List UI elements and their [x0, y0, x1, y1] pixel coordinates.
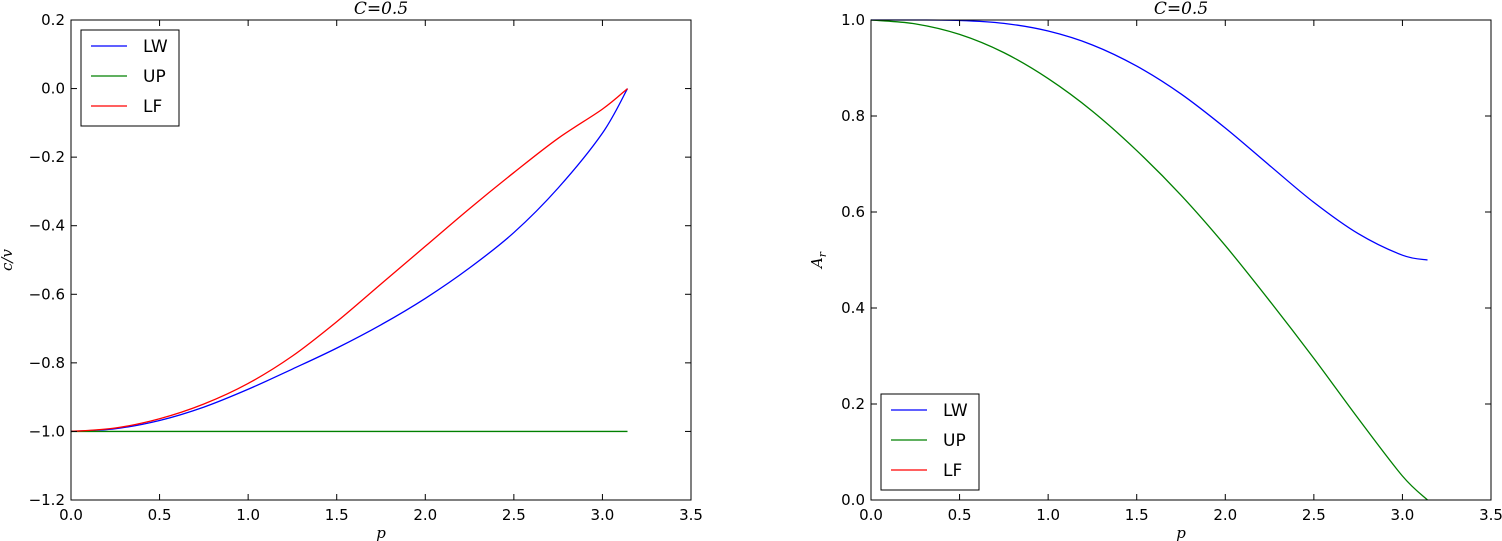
y-tick-label: 1.0 [841, 11, 865, 29]
legend-label-lw: LW [143, 37, 168, 57]
y-tick-label: −0.4 [29, 217, 65, 235]
y-tick-label: 0.6 [841, 203, 865, 221]
y-tick-label: 0.8 [841, 107, 865, 125]
y-tick-label: 0.2 [841, 395, 865, 413]
series-line-lw [870, 19, 1428, 261]
x-tick-label: 1.5 [325, 506, 349, 524]
x-tick-label: 3.5 [679, 506, 703, 524]
y-tick-label: −0.2 [29, 148, 65, 166]
y-tick-label: 0.0 [41, 80, 65, 98]
legend: LW UP LF [80, 29, 180, 127]
series-line-lf [70, 88, 628, 433]
x-tick-label: 2.0 [1213, 506, 1237, 524]
legend-label-lw: LW [943, 401, 968, 421]
y-tick-label: −1.0 [29, 422, 65, 440]
chart-title: C=0.5 [354, 0, 408, 19]
y-axis-label: c/v [0, 249, 16, 271]
x-tick-label: 3.0 [590, 506, 614, 524]
series-line-up [870, 19, 1428, 501]
y-tick-label: 0.2 [41, 11, 65, 29]
x-tick-label: 2.5 [502, 506, 526, 524]
chart-right: 0.0 0.5 1.0 1.5 2.0 2.5 3.0 3.5 0.0 0.2 0.4 0.6 0.8 1… [808, 0, 1502, 541]
y-tick-label: −1.2 [29, 491, 65, 509]
x-tick-label: 0.5 [148, 506, 172, 524]
x-tick-label: 1.0 [1036, 506, 1060, 524]
legend-label-lf: LF [143, 97, 162, 117]
y-tick-label: 0.0 [841, 491, 865, 509]
chart-title: C=0.5 [1154, 0, 1208, 19]
series-line-lw [70, 88, 629, 433]
legend-label-lf: LF [943, 461, 962, 481]
plot-frame [70, 19, 692, 501]
legend: LW UP LF [880, 393, 980, 491]
x-tick-label: 0.5 [948, 506, 972, 524]
plot-frame [870, 19, 1492, 501]
y-axis-label: Ar [808, 251, 829, 270]
x-tick-label: 0.0 [859, 506, 883, 524]
x-tick-label: 1.5 [1125, 506, 1149, 524]
y-tick-label: −0.6 [29, 285, 65, 303]
x-tick-label: 2.5 [1302, 506, 1326, 524]
x-tick-label: 3.0 [1390, 506, 1414, 524]
x-tick-label: 2.0 [413, 506, 437, 524]
x-tick-label: 1.0 [236, 506, 260, 524]
legend-label-up: UP [143, 67, 166, 87]
chart-left: 0.0 0.5 1.0 1.5 2.0 2.5 3.0 3.5 −1.2 −1.0 −0.8 −0.6… [0, 0, 703, 541]
legend-label-up: UP [943, 431, 966, 451]
x-tick-label: 0.0 [59, 506, 83, 524]
x-axis-label: p [376, 524, 386, 541]
y-tick-label: −0.8 [29, 354, 65, 372]
x-tick-label: 3.5 [1479, 506, 1502, 524]
x-axis-label: p [1176, 524, 1186, 541]
y-tick-label: 0.4 [841, 299, 865, 317]
